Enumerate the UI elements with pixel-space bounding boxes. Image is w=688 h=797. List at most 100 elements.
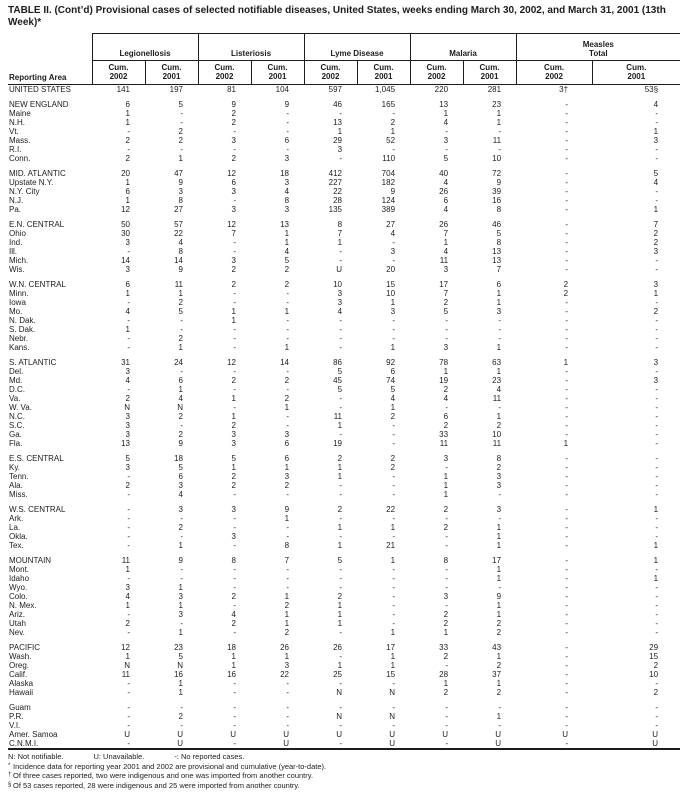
cell-value: 9 xyxy=(231,100,236,109)
cell-value: 5 xyxy=(178,100,183,109)
cell-value: U xyxy=(251,739,305,750)
cell-value: - xyxy=(180,574,183,583)
cell-value: 92 xyxy=(386,358,396,367)
cell-value: 2 xyxy=(496,421,502,430)
cell-value: 28 xyxy=(439,670,449,679)
cell-value: 1 xyxy=(125,109,130,118)
cell-value: 50 xyxy=(121,220,130,229)
table-row: Maine 1 - 2 - - - 1 1 - - xyxy=(8,109,680,118)
cell-value: 2 xyxy=(496,628,502,637)
group-header-row: Legionellosis Listeriosis Lyme Disease M… xyxy=(8,33,681,61)
table-row: Kans. - 1 - 1 - 1 3 1 - - xyxy=(8,343,680,352)
cell-value: 1 xyxy=(284,238,290,247)
cell-value: - xyxy=(339,481,343,490)
cell-value: - xyxy=(655,412,659,421)
cell-value: 3 xyxy=(653,376,659,385)
cell-value: - xyxy=(286,532,290,541)
cell-value: - xyxy=(127,334,130,343)
cell-value: - xyxy=(655,592,659,601)
cell-value: - xyxy=(655,334,659,343)
table-row: N.C. 3 2 1 - 11 2 6 1 - - xyxy=(8,412,680,421)
cell-value: - xyxy=(445,334,449,343)
cell-value: - xyxy=(233,712,236,721)
cell-value: 2 xyxy=(231,154,236,163)
row-area-label: N. Mex. xyxy=(9,601,37,610)
cell-value: 11 xyxy=(492,136,502,145)
cell-value: 9 xyxy=(284,100,290,109)
cell-value: - xyxy=(565,583,569,592)
cell-value: 4 xyxy=(390,394,396,403)
row-area-label: Va. xyxy=(9,394,21,403)
cell-value: 2 xyxy=(284,376,290,385)
cell-value: - xyxy=(233,403,236,412)
cell-value: 1 xyxy=(563,358,569,367)
cell-value: 4 xyxy=(443,118,449,127)
cell-value: - xyxy=(127,145,130,154)
cell-value: 8 xyxy=(496,238,502,247)
cell-value: - xyxy=(565,205,569,214)
cell-value: - xyxy=(655,430,659,439)
cell-value: - xyxy=(655,523,659,532)
cell-value: 2 xyxy=(443,610,449,619)
cell-value: - xyxy=(286,412,290,421)
cell-value: 6 xyxy=(390,367,396,376)
cell-value: 4 xyxy=(284,247,290,256)
cell-value: - xyxy=(233,367,236,376)
cell-value: - xyxy=(655,385,659,394)
table-title: TABLE II. (Cont’d) Provisional cases of … xyxy=(8,5,666,28)
cell-value: - xyxy=(180,565,183,574)
cell-value: - xyxy=(233,145,236,154)
footnote-marker: * xyxy=(8,762,11,769)
cell-value: 6 xyxy=(443,412,449,421)
table-header: Legionellosis Listeriosis Lyme Disease M… xyxy=(8,33,681,85)
col-measles-cum-2002: Cum. 2002 xyxy=(515,60,593,85)
cell-value: - xyxy=(233,247,236,256)
cell-value: 1 xyxy=(653,289,659,298)
cell-value: - xyxy=(233,298,236,307)
cell-value: - xyxy=(565,661,569,670)
cell-value: - xyxy=(339,430,343,439)
cell-value: 9 xyxy=(178,178,183,187)
cell-value: N xyxy=(124,661,130,670)
row-area-label: Ariz. xyxy=(9,610,25,619)
cell-value: 2 xyxy=(496,463,502,472)
cell-value: 22 xyxy=(386,505,396,514)
row-area-label: P.R. xyxy=(9,712,24,721)
cell-value: - xyxy=(286,109,290,118)
cell-value: - xyxy=(233,583,236,592)
row-area-label: Mont. xyxy=(9,565,30,574)
cell-value: 2 xyxy=(178,712,183,721)
cell-value: 1 xyxy=(443,109,449,118)
cell-value: - xyxy=(180,325,183,334)
table-row: S.C. 3 - 2 - 1 - 2 2 - - xyxy=(8,421,680,430)
cell-value: 1 xyxy=(178,541,183,550)
cell-value: 1 xyxy=(443,481,449,490)
cell-value: 110 xyxy=(382,154,396,163)
cell-value: - xyxy=(180,619,183,628)
cell-value: 11 xyxy=(492,439,502,448)
cell-value: 3 xyxy=(284,430,290,439)
cell-value: 2 xyxy=(284,394,290,403)
footnote-asterisk: * Incidence data for reporting year 2001 … xyxy=(8,762,680,772)
row-area-label: Ala. xyxy=(9,481,23,490)
cell-value: - xyxy=(498,721,502,730)
cell-value: - xyxy=(445,145,449,154)
cell-value: 20 xyxy=(121,169,130,178)
cell-value: 57 xyxy=(174,220,183,229)
cell-value: 3 xyxy=(443,343,449,352)
cell-value: - xyxy=(392,601,396,610)
table-row: N.H. 1 - 2 - 13 2 4 1 - - xyxy=(8,118,680,127)
cell-value: 1 xyxy=(178,679,183,688)
cell-value: - xyxy=(180,703,183,712)
row-area-label: Fla. xyxy=(9,439,23,448)
table-row: Wis. 3 9 2 2 U 20 3 7 - - xyxy=(8,265,680,274)
cell-value: 23 xyxy=(492,376,502,385)
cell-value: - xyxy=(445,574,449,583)
cell-value: - xyxy=(655,454,659,463)
table-row: Miss. - 4 - - - - 1 - - - xyxy=(8,490,680,499)
cell-value: U xyxy=(389,730,396,739)
table-row: NEW ENGLAND 6 5 9 9 46 165 13 23 - 4 xyxy=(8,94,680,109)
cell-value: 412 xyxy=(328,169,343,178)
cell-value: 3 xyxy=(125,430,130,439)
cell-value: 1 xyxy=(337,601,343,610)
